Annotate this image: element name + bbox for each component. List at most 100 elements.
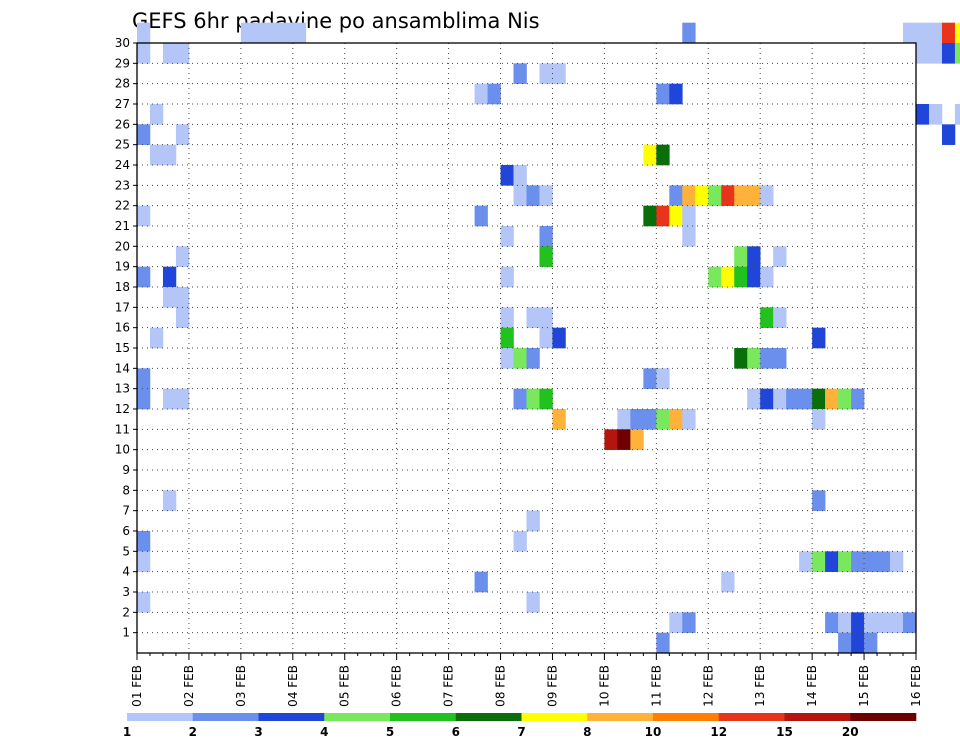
heatmap-cell: [825, 612, 839, 633]
dotted-grid: [137, 42, 916, 653]
heatmap-cell: [162, 388, 177, 410]
heatmap-cell: [903, 612, 917, 633]
y-tick-label: 8: [122, 483, 130, 497]
heatmap-cell: [669, 83, 683, 105]
heatmap-cell: [149, 327, 164, 349]
heatmap-cell: [500, 226, 514, 247]
heatmap-cell: [682, 185, 696, 206]
colorbar-tick-label: 2: [189, 725, 197, 739]
heatmap-cell: [954, 43, 960, 64]
heatmap-cell: [669, 409, 683, 430]
y-tick-label: 25: [115, 138, 130, 152]
y-tick-label: 21: [115, 219, 130, 233]
heatmap-cell: [552, 63, 566, 84]
heatmap-cell: [851, 632, 865, 654]
heatmap-cell: [851, 551, 865, 572]
heatmap-cell: [175, 388, 190, 410]
heatmap-cell: [526, 185, 540, 206]
heatmap-cell: [513, 388, 527, 410]
heatmap-cell: [149, 104, 164, 125]
x-tick-label: 12 FEB: [701, 665, 715, 707]
heatmap-cell: [682, 22, 696, 44]
heatmap-cell: [539, 307, 553, 328]
heatmap-cell: [175, 246, 190, 267]
heatmap-cell: [747, 348, 761, 369]
heatmap-cell: [137, 368, 151, 389]
y-tick-label: 20: [115, 239, 130, 253]
heatmap-cell: [941, 43, 956, 64]
heatmap-cell: [812, 490, 826, 511]
heatmap-cell: [890, 551, 904, 572]
colorbar-tick-label: 3: [254, 725, 262, 739]
heatmap-cell: [708, 266, 722, 288]
heatmap-cell: [137, 531, 151, 552]
heatmap-cell: [760, 348, 774, 369]
heatmap-cell: [851, 388, 865, 410]
heatmap-cell: [513, 531, 527, 552]
heatmap-cell: [838, 632, 852, 654]
y-tick-label: 4: [122, 565, 130, 579]
x-tick-label: 11 FEB: [649, 665, 663, 707]
heatmap-cell: [812, 327, 826, 349]
y-tick-label: 5: [122, 544, 130, 558]
y-tick-label: 16: [115, 321, 130, 335]
heatmap-cell: [474, 571, 488, 593]
heatmap-cell: [175, 307, 190, 328]
heatmap-cell: [695, 185, 709, 206]
x-tick-label: 06 FEB: [390, 665, 404, 707]
heatmap-cell: [643, 144, 657, 166]
heatmap-cell: [617, 429, 631, 450]
y-tick-label: 1: [122, 626, 130, 640]
colorbar-swatch: [258, 713, 325, 721]
heatmap-cell: [890, 612, 904, 633]
heatmap-cell: [162, 43, 177, 64]
heatmap-cell: [513, 185, 527, 206]
heatmap-cell: [137, 205, 151, 227]
heatmap-cell: [682, 409, 696, 430]
heatmap-cell: [513, 63, 527, 84]
heatmap-cell: [617, 409, 631, 430]
x-tick-label: 03 FEB: [234, 665, 248, 707]
heatmap-cell: [838, 388, 852, 410]
colorbar-swatch: [455, 713, 522, 721]
heatmap-cell: [643, 368, 657, 389]
heatmap-cell: [162, 144, 177, 166]
x-tick-label: 01 FEB: [130, 665, 144, 707]
colorbar-tick-label: 12: [710, 725, 727, 739]
heatmap-cell: [812, 551, 826, 572]
heatmap-cell: [643, 205, 657, 227]
heatmap-cell: [137, 551, 151, 572]
heatmap-cell: [773, 246, 787, 267]
colorbar-tick-label: 6: [452, 725, 460, 739]
y-tick-label: 27: [115, 97, 130, 111]
heatmap-cell: [734, 348, 748, 369]
x-tick-label: 07 FEB: [442, 665, 456, 707]
heatmap-cell: [539, 185, 553, 206]
heatmap-cell: [162, 287, 177, 308]
heatmap-cell: [682, 612, 696, 633]
heatmap-cell: [526, 510, 540, 532]
heatmap-cell: [149, 144, 164, 166]
heatmap-cell: [877, 612, 891, 633]
y-tick-label: 15: [115, 341, 130, 355]
heatmap-cell: [656, 83, 670, 105]
heatmap-cell: [864, 632, 878, 654]
heatmap-cell: [137, 124, 151, 145]
x-axis-ticks: 01 FEB 02 FEB 03 FEB 04 FEB 05 FEB 06 FEB 07 F…: [130, 653, 923, 707]
heatmap-cell: [487, 83, 501, 105]
heatmap-cell: [500, 165, 514, 186]
x-tick-label: 04 FEB: [286, 665, 300, 707]
y-axis-ticks: 1234567891011121314151617181920212223242…: [115, 36, 137, 640]
heatmap-cell: [526, 592, 540, 613]
heatmap-cell: [734, 246, 748, 267]
y-tick-label: 22: [115, 199, 130, 213]
y-tick-label: 12: [115, 402, 130, 416]
heatmap-cell: [137, 388, 151, 410]
x-tick-label: 16 FEB: [909, 665, 923, 707]
heatmap-cell: [669, 185, 683, 206]
y-tick-label: 19: [115, 260, 130, 274]
x-tick-label: 09 FEB: [545, 665, 559, 707]
heatmap-cell: [292, 22, 307, 44]
heatmap-cell: [708, 185, 722, 206]
heatmap-cell: [747, 388, 761, 410]
